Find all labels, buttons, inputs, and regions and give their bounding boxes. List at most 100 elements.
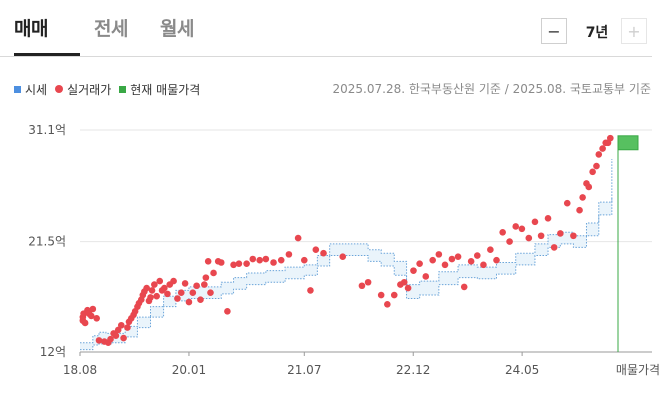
transaction-point bbox=[429, 256, 436, 264]
transaction-point bbox=[377, 291, 385, 299]
transaction-point bbox=[312, 246, 320, 254]
transaction-point bbox=[410, 267, 417, 274]
x-tick-label: 18.08 bbox=[63, 363, 97, 377]
transaction-point bbox=[416, 260, 423, 267]
transaction-point bbox=[589, 168, 596, 176]
transaction-point bbox=[174, 295, 181, 302]
transaction-point bbox=[210, 269, 217, 277]
tab-jeonse[interactable]: 전세 bbox=[94, 18, 128, 40]
transaction-point bbox=[550, 244, 558, 251]
transaction-point bbox=[480, 261, 487, 269]
transaction-point bbox=[544, 215, 552, 222]
transaction-point bbox=[294, 234, 302, 242]
transaction-point bbox=[506, 238, 513, 245]
transaction-point bbox=[230, 261, 237, 269]
listing-price-bar bbox=[617, 135, 639, 151]
transaction-point bbox=[570, 232, 577, 240]
transaction-point bbox=[487, 246, 494, 254]
transaction-point bbox=[358, 282, 366, 290]
transaction-point bbox=[579, 194, 586, 201]
market-price-lower-line bbox=[80, 197, 613, 351]
transaction-point bbox=[88, 312, 95, 320]
transaction-point bbox=[256, 256, 263, 264]
transaction-point bbox=[593, 162, 600, 170]
transaction-point bbox=[518, 225, 526, 233]
transaction-point bbox=[243, 260, 250, 267]
transaction-point bbox=[147, 294, 154, 301]
transaction-point bbox=[170, 277, 177, 285]
transaction-point bbox=[607, 134, 614, 142]
legend-square-icon bbox=[119, 85, 127, 93]
transaction-point bbox=[112, 332, 120, 340]
transaction-point bbox=[473, 252, 481, 259]
data-source-note: 2025.07.28. 한국부동산원 기준 / 2025.08. 국토교통부 기… bbox=[332, 82, 652, 96]
transaction-point bbox=[262, 255, 270, 263]
period-stepper: − 7년 + bbox=[541, 18, 653, 46]
deal-type-tabs: 매매 전세 월세 bbox=[0, 0, 652, 57]
transaction-point bbox=[525, 234, 533, 242]
transaction-point bbox=[89, 305, 97, 313]
transaction-point bbox=[270, 259, 277, 266]
transaction-point bbox=[143, 284, 150, 292]
transaction-point bbox=[277, 256, 285, 264]
transaction-point bbox=[448, 255, 456, 263]
legend-label: 실거래가 bbox=[67, 82, 112, 97]
transaction-point bbox=[467, 258, 475, 265]
x-tick-label: 21.07 bbox=[287, 363, 321, 377]
transaction-point bbox=[390, 291, 398, 299]
transaction-point bbox=[95, 337, 103, 344]
transaction-point bbox=[285, 251, 293, 258]
transaction-point bbox=[435, 251, 443, 258]
x-tick-label-listing: 매물가격 bbox=[616, 363, 660, 377]
transaction-point bbox=[460, 283, 468, 291]
transaction-point bbox=[537, 232, 545, 240]
transaction-point bbox=[235, 260, 243, 267]
transaction-point bbox=[585, 183, 593, 191]
legend-label: 현재 매물가격 bbox=[130, 82, 201, 97]
chart-legend: 시세 실거래가 현재 매물가격 bbox=[14, 80, 208, 98]
transaction-point bbox=[120, 334, 127, 342]
transaction-point bbox=[595, 151, 603, 158]
transaction-point bbox=[384, 301, 391, 308]
transaction-point bbox=[300, 256, 308, 264]
transaction-point bbox=[422, 273, 430, 280]
transaction-point bbox=[164, 290, 171, 298]
transaction-point bbox=[404, 284, 412, 292]
transaction-point bbox=[249, 255, 257, 263]
y-tick-label: 31.1억 bbox=[28, 123, 66, 137]
period-decrease-button[interactable]: − bbox=[541, 18, 567, 44]
period-increase-button[interactable]: + bbox=[621, 18, 647, 44]
transaction-point bbox=[207, 289, 214, 297]
transaction-point bbox=[493, 256, 500, 264]
period-value: 7년 bbox=[585, 25, 609, 41]
transaction-point bbox=[364, 278, 372, 286]
transaction-point bbox=[181, 280, 189, 287]
legend-market-price: 시세 bbox=[14, 81, 47, 98]
transaction-point bbox=[563, 199, 571, 207]
legend-square-icon bbox=[14, 85, 21, 93]
transaction-point bbox=[189, 289, 197, 297]
transaction-point bbox=[499, 228, 506, 236]
x-tick-label: 24.05 bbox=[505, 363, 539, 377]
transaction-point bbox=[454, 253, 462, 260]
transaction-point bbox=[107, 335, 114, 343]
transaction-point bbox=[599, 145, 606, 152]
transaction-point bbox=[557, 230, 564, 237]
transaction-point bbox=[161, 284, 168, 292]
tab-monthly-rent[interactable]: 월세 bbox=[160, 18, 194, 40]
transaction-point bbox=[148, 287, 156, 294]
legend-transactions: 실거래가 bbox=[55, 81, 111, 98]
transaction-point bbox=[320, 249, 327, 257]
legend-label: 시세 bbox=[25, 82, 48, 97]
transaction-point bbox=[576, 206, 583, 214]
transaction-point bbox=[153, 292, 160, 300]
transaction-point bbox=[512, 223, 520, 230]
transaction-point bbox=[224, 308, 231, 315]
tab-sale[interactable]: 매매 bbox=[14, 18, 48, 40]
transaction-point bbox=[339, 253, 347, 260]
transaction-point bbox=[202, 274, 210, 281]
transaction-point bbox=[204, 258, 212, 265]
transaction-point bbox=[124, 324, 131, 331]
legend-listing-price: 현재 매물가격 bbox=[119, 81, 200, 98]
